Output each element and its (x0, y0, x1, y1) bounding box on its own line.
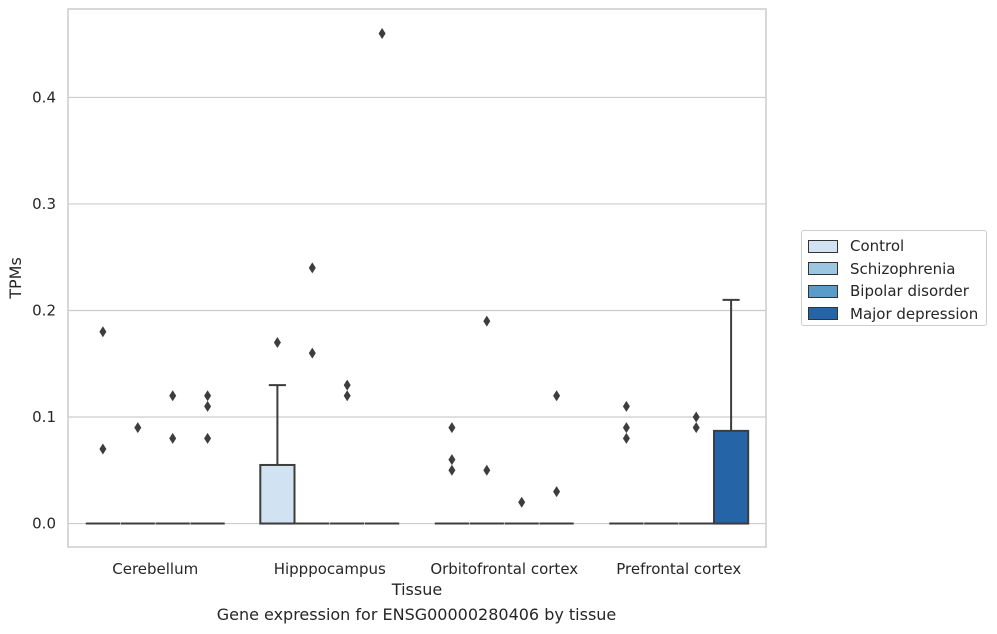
outlier-point (483, 315, 491, 327)
outlier-point (448, 422, 456, 434)
outlier-point (204, 390, 212, 402)
y-tick-label: 0.0 (32, 515, 56, 533)
outlier-point (378, 28, 386, 40)
y-axis-label: TPMs (6, 257, 25, 300)
outlier-point (553, 486, 561, 498)
legend: Control Schizophrenia Bipolar disorder M… (801, 230, 987, 326)
y-tick-label: 0.4 (32, 88, 56, 106)
legend-swatch-bipolar-disorder (808, 284, 838, 298)
legend-swatch-schizophrenia (808, 262, 838, 276)
x-axis-label: Tissue (391, 580, 442, 599)
plot-area (68, 9, 766, 547)
outlier-point (553, 390, 561, 402)
legend-label-major-depression: Major depression (850, 304, 979, 323)
outlier-point (343, 390, 351, 402)
outlier-point (518, 496, 526, 508)
outlier-point (134, 422, 142, 434)
legend-swatch-major-depression (808, 307, 838, 321)
legend-label-schizophrenia: Schizophrenia (850, 259, 956, 278)
outlier-point (448, 464, 456, 476)
outlier-point (622, 400, 630, 412)
outlier-point (622, 422, 630, 434)
legend-item-schizophrenia: Schizophrenia (808, 258, 986, 281)
x-tick-label: Hipppocampus (274, 560, 386, 578)
outlier-point (448, 454, 456, 466)
legend-swatch-control (808, 239, 838, 253)
y-tick-label: 0.2 (32, 301, 56, 319)
legend-item-control: Control (808, 235, 986, 258)
outlier-point (483, 464, 491, 476)
box (712, 429, 750, 525)
legend-item-bipolar-disorder: Bipolar disorder (808, 280, 986, 303)
outlier-point (169, 432, 177, 444)
x-tick-labels: Cerebellum Hipppocampus Orbitofrontal cort… (112, 560, 741, 578)
outlier-point (343, 379, 351, 391)
y-tick-label: 0.3 (32, 195, 56, 213)
outlier-point (692, 422, 700, 434)
plot-frame (67, 8, 767, 548)
legend-label-bipolar-disorder: Bipolar disorder (850, 282, 969, 301)
outlier-point (308, 347, 316, 359)
y-tick-label: 0.1 (32, 408, 56, 426)
outlier-point (99, 326, 107, 338)
outlier-point (204, 400, 212, 412)
outlier-point (204, 432, 212, 444)
boxes-layer (85, 298, 750, 525)
legend-item-major-depression: Major depression (808, 303, 986, 326)
legend-label-control: Control (850, 237, 905, 256)
outlier-point (692, 411, 700, 423)
x-tick-label: Cerebellum (112, 560, 198, 578)
outlier-point (99, 443, 107, 455)
outlier-point (622, 432, 630, 444)
x-tick-label: Orbitofrontal cortex (430, 560, 578, 578)
outliers-layer (99, 28, 700, 508)
outlier-point (308, 262, 316, 274)
outlier-point (169, 390, 177, 402)
figure-caption: Gene expression for ENSG00000280406 by t… (216, 605, 617, 624)
x-tick-label: Prefrontal cortex (616, 560, 741, 578)
y-tick-labels: 0.0 0.1 0.2 0.3 0.4 (32, 88, 56, 532)
box (259, 463, 296, 525)
outlier-point (273, 336, 281, 348)
